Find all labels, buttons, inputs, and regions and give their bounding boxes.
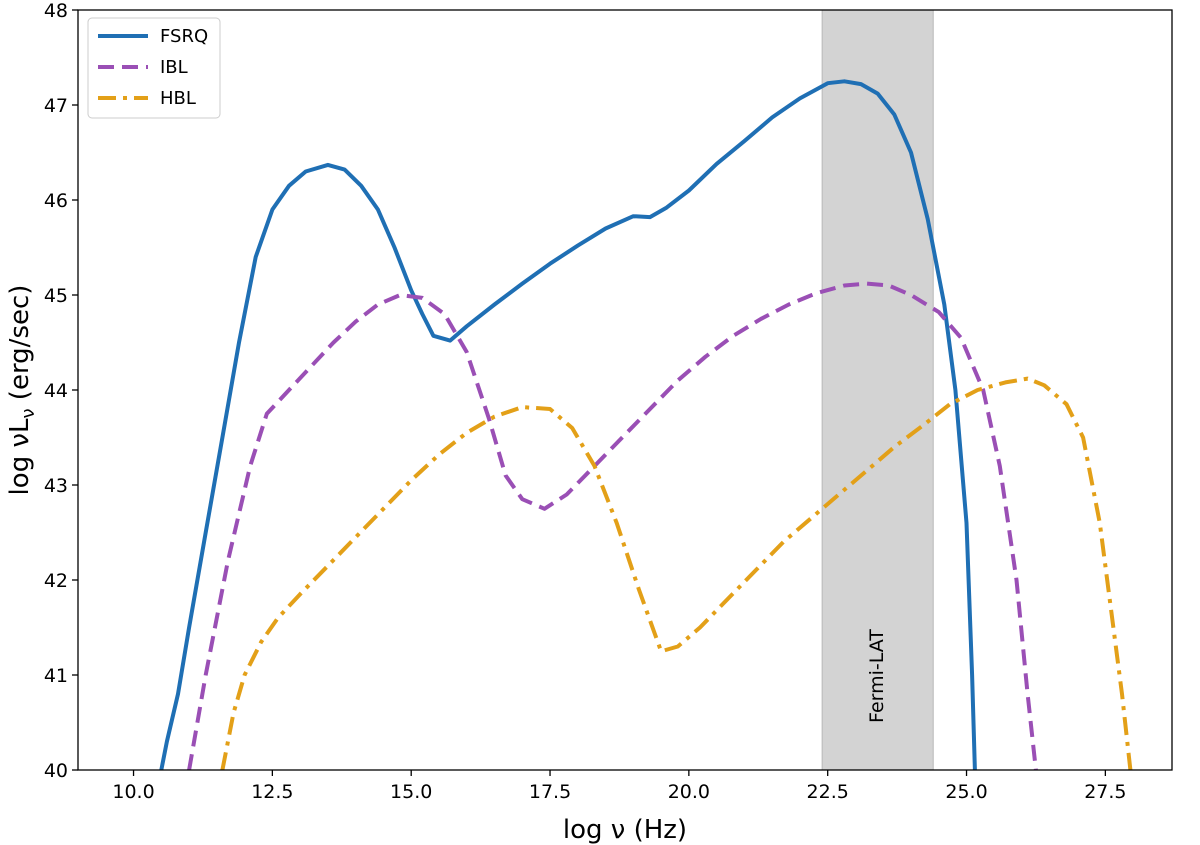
- x-tick-label: 22.5: [807, 781, 849, 803]
- x-tick-label: 12.5: [251, 781, 293, 803]
- legend-label-fsrq: FSRQ: [160, 26, 208, 47]
- x-tick-label: 25.0: [945, 781, 987, 803]
- x-axis-label: log ν (Hz): [563, 815, 687, 845]
- series-line-hbl: [220, 376, 1133, 770]
- y-tick-label: 42: [44, 570, 68, 592]
- y-axis-label: log νLν (erg/sec): [5, 285, 39, 496]
- y-axis-label-suffix: (erg/sec): [5, 285, 35, 409]
- legend: FSRQ IBL HBL: [87, 17, 221, 119]
- series-layer: [159, 79, 1133, 770]
- fermi-lat-band-label: Fermi-LAT: [866, 629, 888, 723]
- y-axis-label-subscript: ν: [18, 408, 39, 418]
- legend-label-hbl: HBL: [160, 88, 196, 109]
- y-tick-label: 44: [44, 380, 68, 402]
- legend-box: [87, 17, 221, 119]
- x-tick-label: 10.0: [112, 781, 154, 803]
- y-tick-label: 48: [44, 0, 68, 22]
- x-tick-label: 17.5: [529, 781, 571, 803]
- y-tick-label: 40: [44, 760, 68, 782]
- series-line-fsrq: [159, 79, 977, 770]
- y-axis: 40 41 42 43 44 45 46 47 48: [44, 0, 78, 782]
- plot-frame: [77, 9, 1173, 771]
- x-axis: 10.0 12.5 15.0 17.5 20.0 22.5 25.0 27.5: [112, 770, 1127, 803]
- y-tick-label: 47: [44, 95, 68, 117]
- fermi-lat-band: [821, 9, 934, 771]
- y-tick-label: 43: [44, 475, 68, 497]
- y-tick-label: 46: [44, 190, 68, 212]
- x-tick-label: 27.5: [1084, 781, 1126, 803]
- legend-label-ibl: IBL: [160, 57, 188, 78]
- x-tick-label: 20.0: [668, 781, 710, 803]
- series-line-ibl: [187, 281, 1038, 770]
- y-axis-label-main: log νL: [5, 418, 35, 495]
- y-tick-label: 45: [44, 285, 68, 307]
- x-tick-label: 15.0: [390, 781, 432, 803]
- fermi-lat-band-layer: Fermi-LAT: [821, 9, 934, 771]
- y-tick-label: 41: [44, 665, 68, 687]
